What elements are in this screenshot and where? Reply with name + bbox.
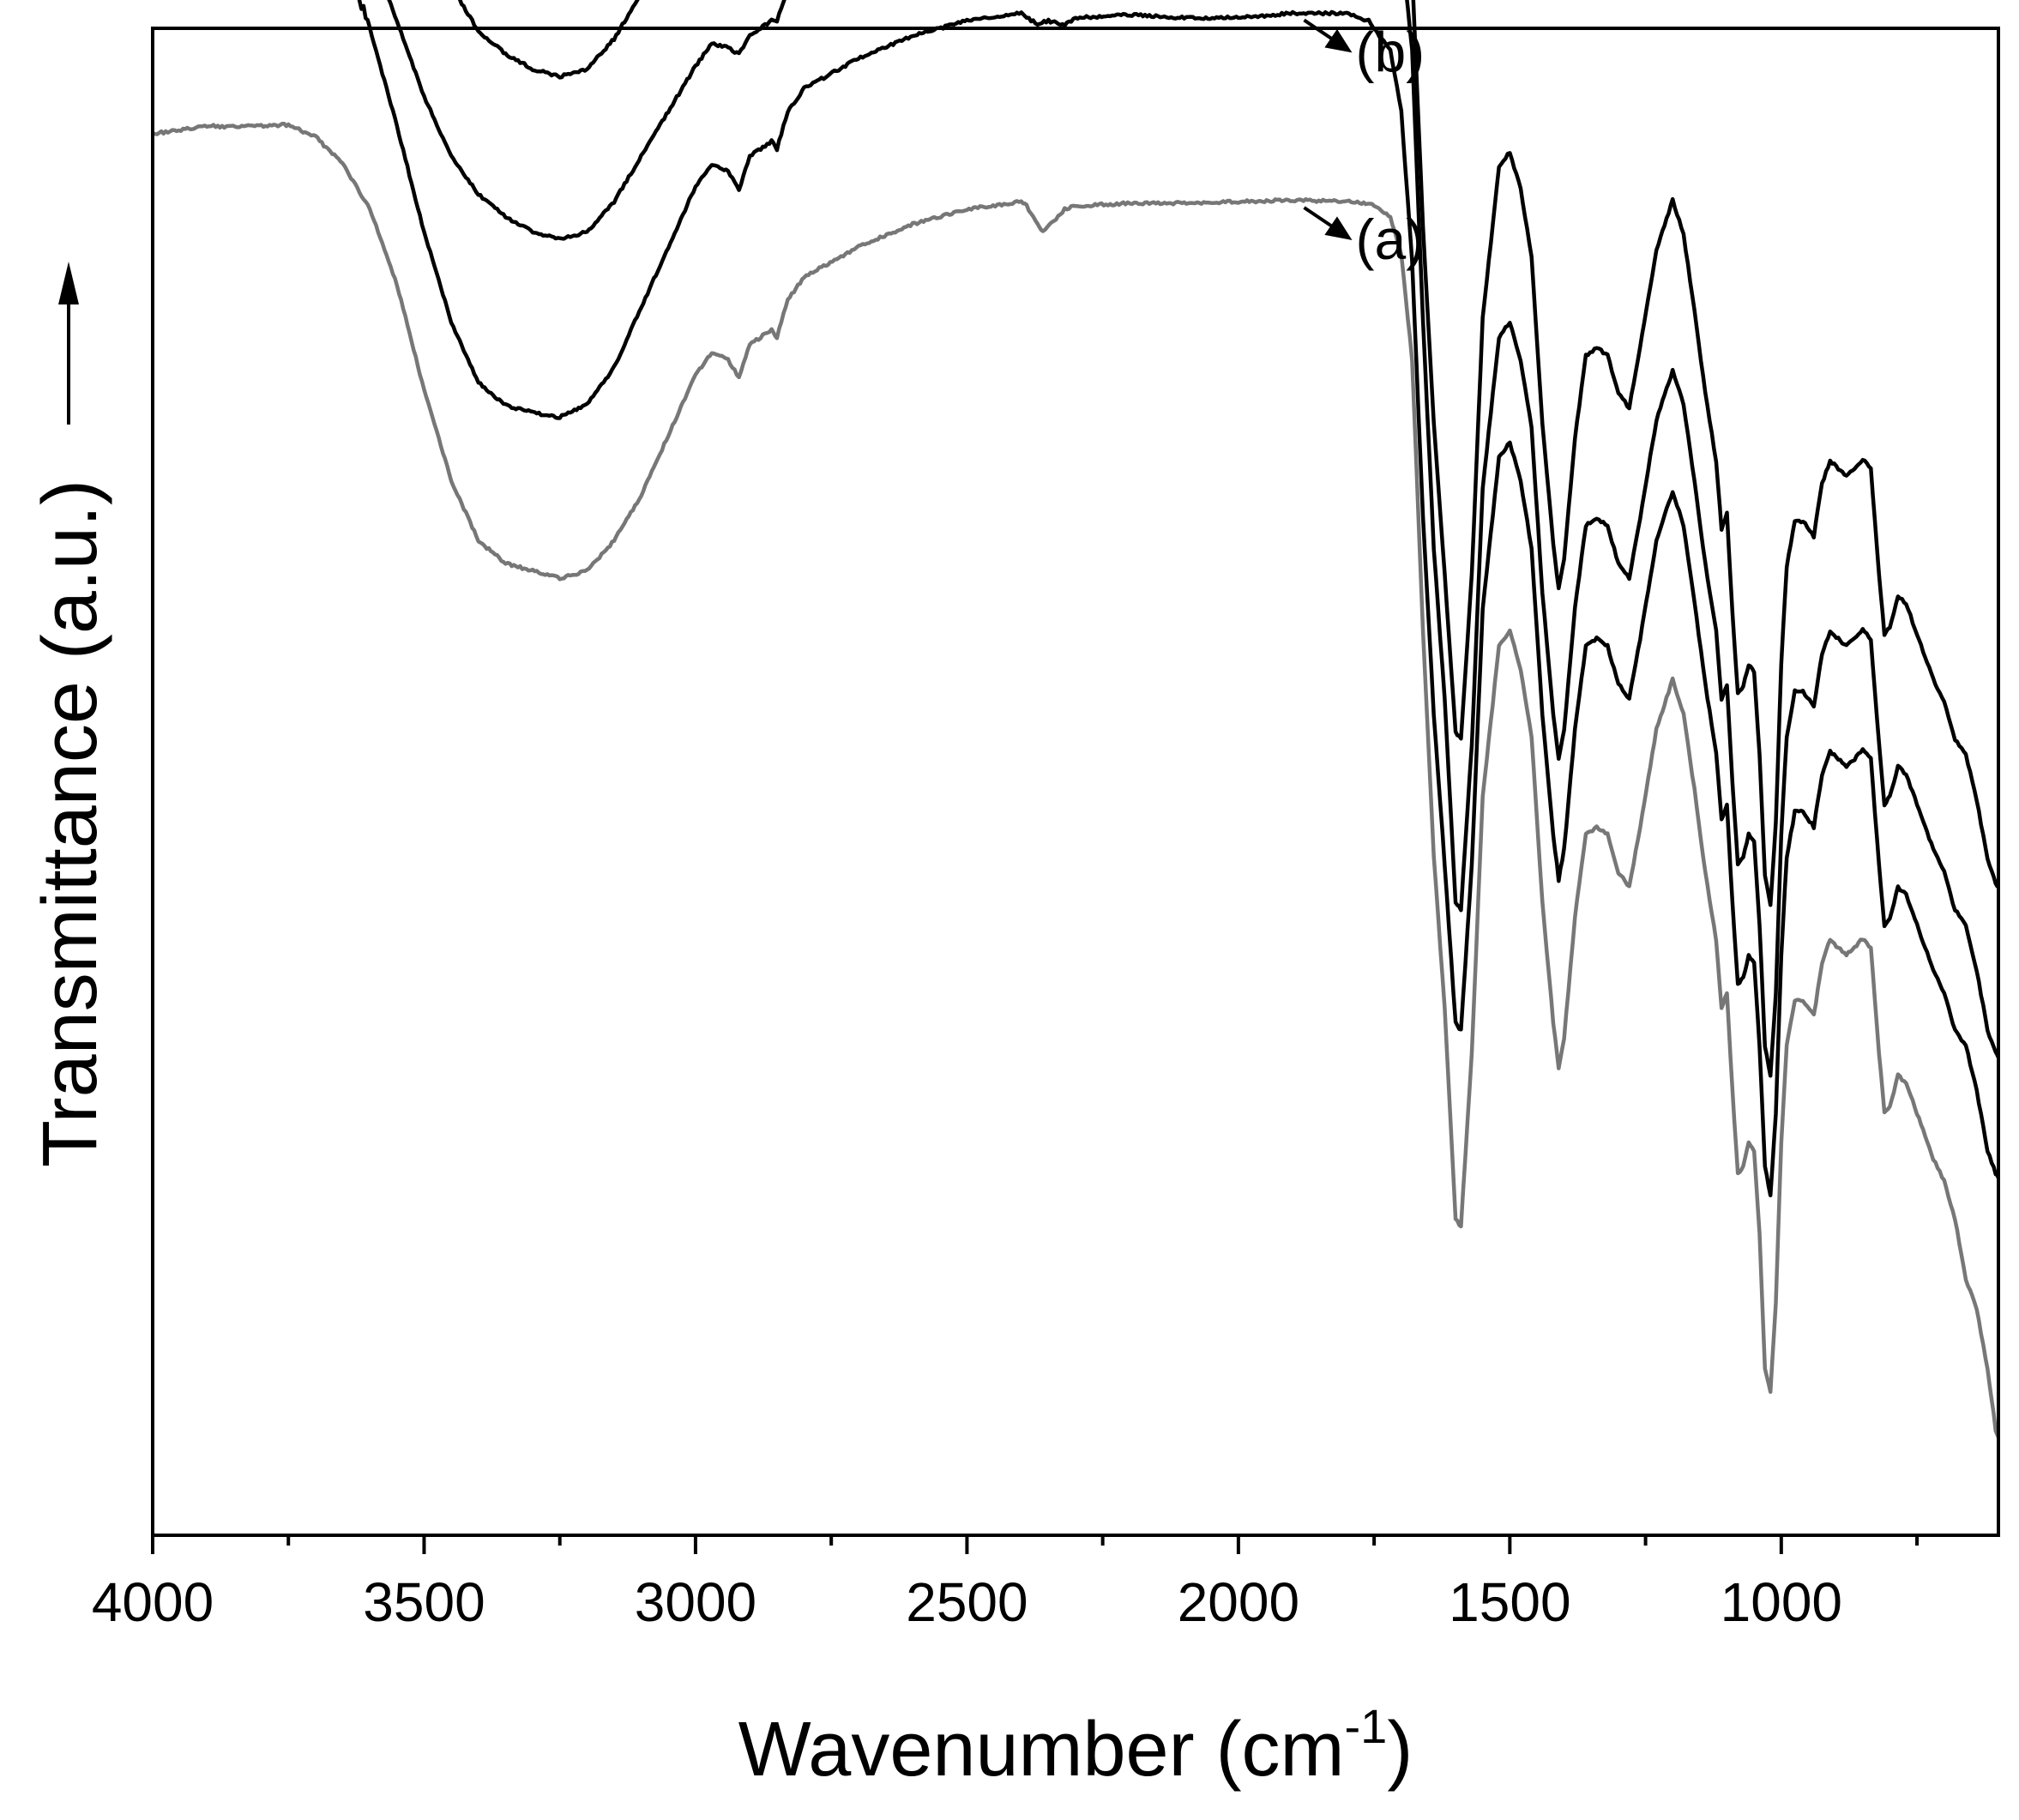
y-axis-arrow-head: [58, 262, 79, 304]
x-axis-title-superscript: -1: [1345, 1699, 1388, 1753]
series-line-c: [387, 0, 2001, 1078]
label-arrow-head-b: [1324, 28, 1353, 53]
x-axis-title-close: ): [1387, 1707, 1413, 1793]
series-label-b: (b): [1355, 20, 1425, 83]
series-label-a: (a): [1355, 208, 1425, 271]
x-axis-title: Wavenumber (cm-1): [738, 1699, 1413, 1793]
x-tick-label-1500: 1500: [1449, 1571, 1570, 1633]
y-axis-title-group: Transmittance (a.u.): [27, 479, 113, 1167]
series-curves: [152, 0, 2001, 1438]
x-tick-label-3500: 3500: [363, 1571, 485, 1633]
x-tick-label-3000: 3000: [635, 1571, 756, 1633]
x-tick-label-1000: 1000: [1721, 1571, 1842, 1633]
x-tick-label-2500: 2500: [906, 1571, 1028, 1633]
series-line-d: [457, 0, 2000, 907]
y-axis-title: Transmittance (a.u.): [27, 479, 113, 1167]
series-line-b: [357, 0, 2001, 1197]
y-axis-arrow: [58, 262, 79, 425]
plot-frame: [151, 27, 2000, 1537]
x-tick-label-2000: 2000: [1178, 1571, 1299, 1633]
series-labels: (d)(c)(b)(a): [1303, 18, 1425, 271]
series-line-a: [152, 121, 2001, 1438]
x-axis-ticks: 4000 3500 3000 2500 2000 1500 1000: [92, 1535, 1920, 1633]
x-tick-label-4000: 4000: [92, 1571, 214, 1633]
label-arrow-head-a: [1324, 216, 1353, 241]
